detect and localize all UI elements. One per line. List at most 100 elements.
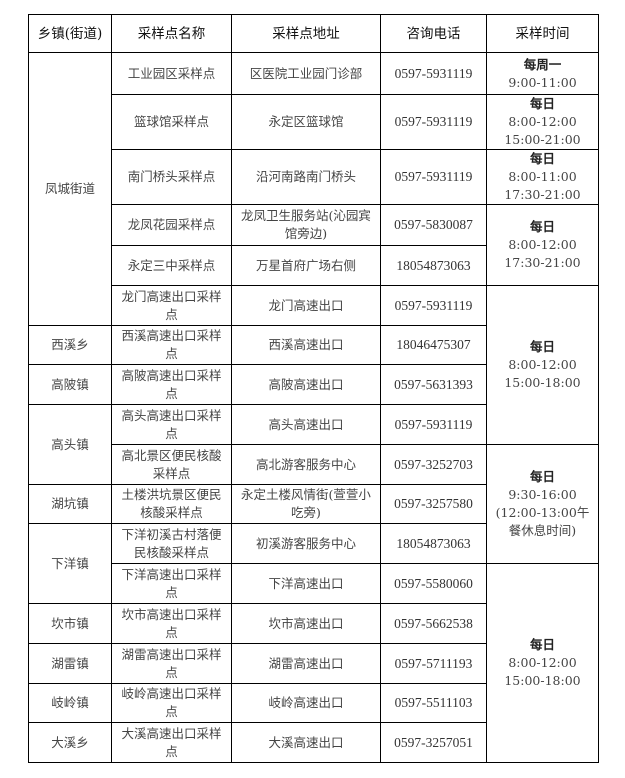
site-name-cell: 工业园区采样点 (111, 52, 232, 95)
town-cell: 坎市镇 (28, 603, 112, 644)
table-row: 岐岭镇 岐岭高速出口采样点 岐岭高速出口 0597-5511103 (28, 683, 599, 723)
site-address-cell: 龙凤卫生服务站(沁园宾馆旁边) (231, 204, 381, 246)
site-name-cell: 篮球馆采样点 (111, 94, 232, 150)
site-address-cell: 西溪高速出口 (231, 325, 381, 365)
site-address-cell: 沿河南路南门桥头 (231, 149, 381, 205)
phone-cell: 0597-5511103 (380, 683, 487, 723)
time-day: 每日 (529, 151, 555, 166)
phone-cell: 0597-5931119 (380, 285, 487, 326)
site-name-cell: 西溪高速出口采样点 (111, 325, 232, 365)
table-row: 西溪乡 西溪高速出口采样点 西溪高速出口 18046475307 (28, 325, 599, 365)
site-address-cell: 区医院工业园门诊部 (231, 52, 381, 95)
time-day: 每周一 (523, 56, 562, 72)
time-hours: 9:30-16:00 (12:00-13:00午餐休息时间) (495, 487, 590, 538)
site-address-cell: 初溪游客服务中心 (231, 523, 381, 564)
time-hours: 9:00-11:00 (508, 74, 577, 90)
time-day: 每日 (529, 637, 555, 652)
town-cell: 大溪乡 (28, 722, 112, 763)
site-address-cell: 岐岭高速出口 (231, 683, 381, 723)
phone-cell: 0597-5931119 (380, 404, 487, 445)
phone-cell: 0597-3257580 (380, 484, 487, 524)
time-cell: 每日 8:00-12:00 15:00-21:00 (486, 94, 599, 150)
table-row: 南门桥头采样点 沿河南路南门桥头 0597-5931119 每日 8:00-11:00 … (29, 149, 599, 205)
town-cell: 高头镇 (28, 404, 112, 485)
time-cell: 每日 8:00-12:00 15:00-18:00 (486, 285, 599, 445)
time-cell: 每日 9:30-16:00 (12:00-13:00午餐休息时间) (486, 444, 599, 564)
column-header: 采样时间 (486, 14, 599, 53)
table-row: 龙门高速出口采样点 龙门高速出口 0597-5931119 每日 8:00-12:00 … (29, 285, 599, 445)
site-name-cell: 高北景区便民核酸采样点 (111, 444, 232, 485)
site-name-cell: 高陂高速出口采样点 (111, 364, 232, 405)
table-row: 篮球馆采样点 永定区篮球馆 0597-5931119 每日 8:00-12:00 15:… (29, 94, 599, 150)
phone-cell: 18054873063 (380, 245, 487, 286)
table-row: 高头镇 高头高速出口采样点 高头高速出口 0597-5931119 (28, 404, 599, 485)
site-address-cell: 永定区篮球馆 (231, 94, 381, 150)
phone-cell: 0597-5631393 (380, 364, 487, 405)
town-cell: 西溪乡 (28, 325, 112, 365)
site-address-cell: 下洋高速出口 (231, 563, 381, 604)
table-row: 湖雷镇 湖雷高速出口采样点 湖雷高速出口 0597-5711193 (28, 643, 599, 684)
site-name-cell: 坎市高速出口采样点 (111, 603, 232, 644)
town-cell: 湖雷镇 (28, 643, 112, 684)
site-address-cell: 大溪高速出口 (231, 722, 381, 763)
time-cell: 每日 8:00-12:00 17:30-21:00 (486, 204, 599, 286)
table-row: 龙凤花园采样点 龙凤卫生服务站(沁园宾馆旁边) 0597-5830087 每日 8:00… (29, 204, 599, 286)
site-name-cell: 大溪高速出口采样点 (111, 722, 232, 763)
table-row: 坎市镇 坎市高速出口采样点 坎市高速出口 0597-5662538 (28, 603, 599, 644)
phone-cell: 0597-5931119 (380, 94, 487, 150)
site-name-cell: 湖雷高速出口采样点 (111, 643, 232, 684)
site-name-cell: 下洋初溪古村落便民核酸采样点 (111, 523, 232, 564)
column-header: 咨询电话 (380, 14, 487, 53)
time-day: 每日 (529, 469, 555, 484)
phone-cell: 18054873063 (380, 523, 487, 564)
site-address-cell: 高头高速出口 (231, 404, 381, 445)
town-cell: 下洋镇 (28, 523, 112, 604)
phone-cell: 0597-5711193 (380, 643, 487, 684)
time-hours: 8:00-12:00 17:30-21:00 (504, 237, 581, 270)
table-row: 下洋高速出口采样点 下洋高速出口 0597-5580060 每日 8:00-12:00 … (29, 563, 599, 763)
table-row: 高北景区便民核酸采样点 高北游客服务中心 0597-3252703 每日 9:30-16… (29, 444, 599, 564)
column-header: 乡镇(街道) (28, 14, 112, 53)
phone-cell: 0597-5931119 (380, 149, 487, 205)
phone-cell: 0597-3252703 (380, 444, 487, 485)
table-row: 凤城街道 工业园区采样点 区医院工业园门诊部 0597-5931119 每周一 9:00-… (28, 52, 599, 326)
column-header: 采样点名称 (111, 14, 232, 53)
site-name-cell: 高头高速出口采样点 (111, 404, 232, 445)
town-cell: 岐岭镇 (28, 683, 112, 723)
phone-cell: 0597-5662538 (380, 603, 487, 644)
time-day: 每日 (529, 96, 555, 111)
site-address-cell: 高陂高速出口 (231, 364, 381, 405)
time-hours: 8:00-12:00 15:00-18:00 (504, 655, 581, 688)
site-address-cell: 高北游客服务中心 (231, 444, 381, 485)
site-address-cell: 龙门高速出口 (231, 285, 381, 326)
site-name-cell: 龙凤花园采样点 (111, 204, 232, 246)
time-hours: 8:00-12:00 15:00-18:00 (504, 357, 581, 390)
site-name-cell: 岐岭高速出口采样点 (111, 683, 232, 723)
site-name-cell: 下洋高速出口采样点 (111, 563, 232, 604)
phone-cell: 0597-3257051 (380, 722, 487, 763)
site-name-cell: 永定三中采样点 (111, 245, 232, 286)
site-address-cell: 万星首府广场右侧 (231, 245, 381, 286)
time-hours: 8:00-12:00 15:00-21:00 (504, 114, 581, 147)
time-day: 每日 (529, 219, 555, 234)
site-address-cell: 永定土楼风情街(萱萱小吃旁) (231, 484, 381, 524)
site-address-cell: 坎市高速出口 (231, 603, 381, 644)
sampling-sites-table: 乡镇(街道) 采样点名称 采样点地址 咨询电话 采样时间 凤城街道 工业园区采样点 区医院工业… (28, 14, 599, 763)
site-name-cell: 龙门高速出口采样点 (111, 285, 232, 326)
site-name-cell: 土楼洪坑景区便民核酸采样点 (111, 484, 232, 524)
phone-cell: 18046475307 (380, 325, 487, 365)
phone-cell: 0597-5580060 (380, 563, 487, 604)
phone-cell: 0597-5830087 (380, 204, 487, 246)
time-day: 每日 (529, 339, 555, 354)
site-name-cell: 南门桥头采样点 (111, 149, 232, 205)
site-address-cell: 湖雷高速出口 (231, 643, 381, 684)
table-row: 大溪乡 大溪高速出口采样点 大溪高速出口 0597-3257051 (28, 722, 599, 763)
time-cell: 每日 8:00-11:00 17:30-21:00 (486, 149, 599, 205)
phone-cell: 0597-5931119 (380, 52, 487, 95)
column-header: 采样点地址 (231, 14, 381, 53)
town-cell: 凤城街道 (28, 52, 112, 326)
town-cell: 高陂镇 (28, 364, 112, 405)
table-row: 湖坑镇 土楼洪坑景区便民核酸采样点 永定土楼风情街(萱萱小吃旁) 0597-32575… (28, 484, 599, 524)
time-cell: 每周一 9:00-11:00 (486, 52, 599, 95)
header-row: 乡镇(街道) 采样点名称 采样点地址 咨询电话 采样时间 (28, 14, 599, 53)
